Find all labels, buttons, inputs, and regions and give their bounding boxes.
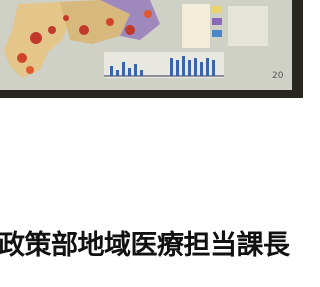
caption-text: 政策部地域医療担当課長 <box>0 228 290 264</box>
slide-view: 20 <box>0 0 303 98</box>
slide-page-number: 20 <box>272 71 284 81</box>
video-frame: 20 政策部地域医療担当課長 <box>0 0 303 287</box>
caption-bar: 政策部地域医療担当課長 <box>0 228 303 264</box>
bar-chart <box>104 52 224 78</box>
